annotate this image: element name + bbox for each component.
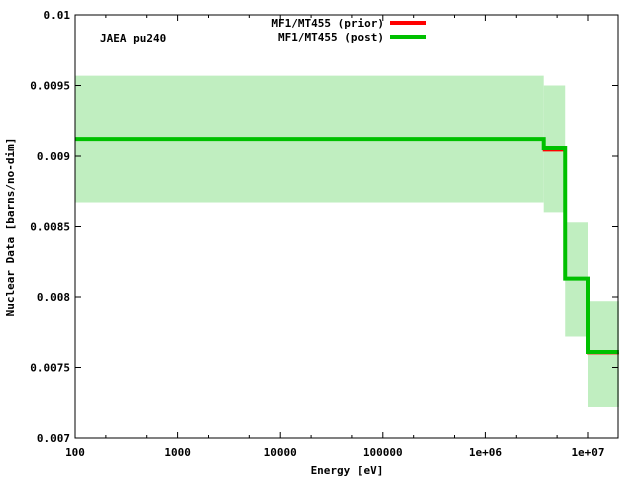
y-tick-label: 0.007: [37, 432, 70, 445]
x-tick-label: 1e+06: [469, 446, 502, 459]
x-tick-label: 1e+07: [571, 446, 604, 459]
y-tick-label: 0.0095: [30, 80, 70, 93]
legend: MF1/MT455 (prior) MF1/MT455 (post): [271, 17, 426, 44]
series-lines: [75, 137, 619, 355]
x-axis-label: Energy [eV]: [311, 464, 384, 477]
legend-label-post: MF1/MT455 (post): [278, 31, 384, 44]
y-tick-label: 0.01: [44, 9, 71, 22]
series-line-post: [75, 137, 619, 354]
y-tick-label: 0.0075: [30, 362, 70, 375]
y-tick-label: 0.0085: [30, 221, 70, 234]
x-tick-label: 1000: [164, 446, 191, 459]
y-tick-label: 0.008: [37, 291, 70, 304]
legend-label-prior: MF1/MT455 (prior): [271, 17, 384, 30]
axes: [74, 14, 619, 439]
x-tick-label: 100: [65, 446, 85, 459]
uncertainty-band: [75, 75, 619, 407]
x-tick-label: 10000: [264, 446, 297, 459]
x-tick-label: 100000: [363, 446, 403, 459]
y-tick-label: 0.009: [37, 150, 70, 163]
annotation: JAEA pu240: [100, 32, 166, 45]
tick-labels: 0.007 0.0075 0.008 0.0085 0.009 0.0095 0.01 100…: [30, 9, 604, 459]
y-axis-label: Nuclear Data [barns/no-dim]: [4, 138, 17, 317]
